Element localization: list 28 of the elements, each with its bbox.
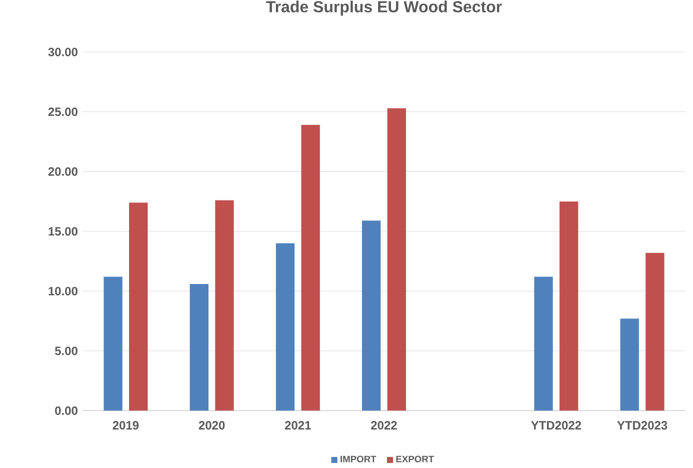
x-tick-label: YTD2022 (531, 421, 582, 430)
bar (129, 202, 148, 411)
bar (620, 318, 639, 411)
bar (301, 124, 320, 411)
bar (215, 200, 234, 411)
x-tick-label: 2021 (284, 421, 311, 430)
legend-label: EXPORT (396, 456, 434, 462)
y-tick-label: 5.00 (54, 346, 78, 356)
bar (276, 243, 295, 411)
y-tick-label: 25.00 (48, 108, 78, 116)
y-tick-label: 30.00 (48, 48, 78, 56)
x-tick-label: 2020 (198, 421, 225, 430)
y-tick-label: 20.00 (48, 167, 78, 176)
bar (104, 276, 122, 411)
chart-title: Trade Surplus EU Wood Sector (266, 0, 502, 16)
bar (362, 220, 381, 411)
bar (387, 108, 406, 411)
x-tick-label: 2022 (371, 421, 397, 430)
x-tick-label: 2019 (112, 421, 139, 430)
y-tick-label: 15.00 (48, 227, 78, 236)
y-tick-label: 0.00 (55, 406, 78, 415)
legend-label: IMPORT (340, 456, 376, 462)
bar (646, 252, 664, 411)
y-tick-label: 10.00 (48, 286, 78, 296)
bar (534, 276, 553, 411)
bar (560, 201, 578, 411)
x-tick-label: YTD2023 (617, 421, 668, 430)
bar (190, 284, 208, 411)
